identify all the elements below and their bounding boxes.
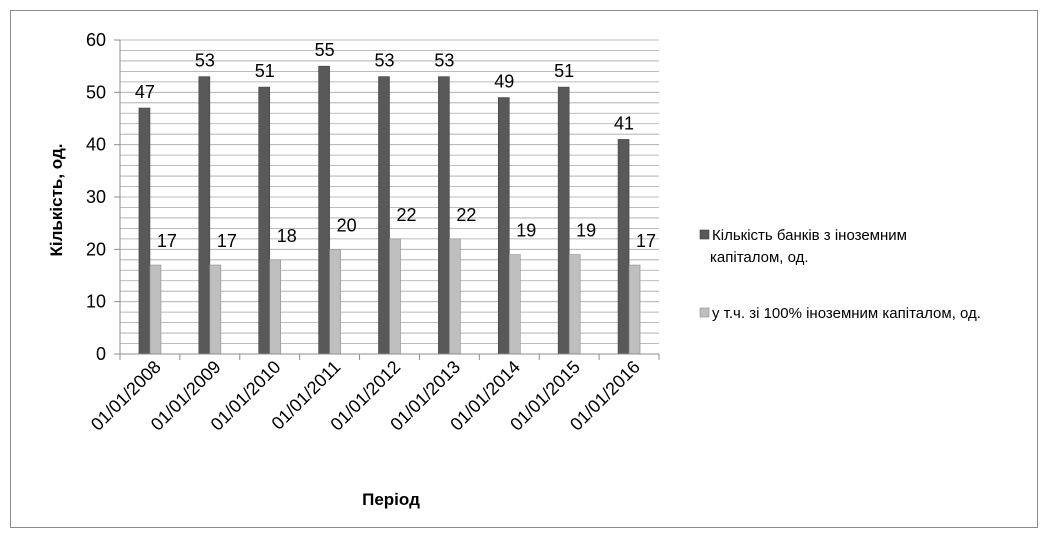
bar — [150, 265, 161, 354]
bar — [270, 260, 281, 354]
y-tick-labels: 0 10 20 30 40 50 60 — [86, 30, 106, 364]
data-label: 41 — [614, 113, 634, 133]
data-label: 49 — [494, 72, 514, 92]
bar — [438, 77, 449, 354]
data-label: 19 — [516, 221, 536, 241]
data-label: 19 — [576, 221, 596, 241]
bar — [449, 239, 460, 354]
legend-label: Кількість банків з іноземним капіталом, о… — [710, 227, 907, 266]
x-axis-title: Період — [362, 490, 420, 509]
bar — [569, 255, 580, 354]
legend-label: у т.ч. зі 100% іноземним капіталом, од. — [712, 305, 981, 322]
bar — [379, 77, 390, 354]
data-label: 22 — [396, 205, 416, 225]
data-label: 17 — [217, 231, 237, 251]
bar — [139, 108, 150, 354]
y-tick-label: 30 — [86, 187, 106, 207]
data-label: 53 — [374, 51, 394, 71]
bar — [509, 255, 520, 354]
y-tick-label: 60 — [86, 30, 106, 50]
bar — [390, 239, 401, 354]
data-label: 20 — [337, 215, 357, 235]
data-label: 51 — [255, 61, 275, 81]
data-label: 53 — [195, 51, 215, 71]
data-label: 18 — [277, 226, 297, 246]
y-tick-label: 10 — [86, 292, 106, 312]
bar — [259, 87, 270, 354]
y-tick-label: 20 — [86, 239, 106, 259]
bar — [330, 249, 341, 354]
legend-swatch — [700, 230, 709, 239]
bar — [629, 265, 640, 354]
bar — [498, 98, 509, 354]
data-label: 51 — [554, 61, 574, 81]
bar — [199, 77, 210, 354]
legend-item: Кількість банків з іноземним капіталом, о… — [700, 227, 907, 266]
legend-swatch — [700, 308, 709, 317]
bar — [210, 265, 221, 354]
legend: Кількість банків з іноземним капіталом, о… — [700, 227, 981, 322]
data-label: 17 — [157, 231, 177, 251]
data-label: 17 — [636, 231, 656, 251]
bar — [319, 66, 330, 354]
data-label: 22 — [456, 205, 476, 225]
data-label: 53 — [434, 51, 454, 71]
legend-item: у т.ч. зі 100% іноземним капіталом, од. — [700, 305, 981, 322]
y-tick-label: 40 — [86, 135, 106, 155]
data-label: 55 — [315, 40, 335, 60]
y-axis-title: Кількість, од. — [47, 144, 66, 257]
bar — [618, 139, 629, 354]
data-label: 47 — [135, 82, 155, 102]
y-tick-label: 0 — [96, 344, 106, 364]
x-tick-labels: 01/01/200801/01/200901/01/201001/01/2011… — [87, 357, 644, 435]
bar — [558, 87, 569, 354]
bars — [139, 66, 640, 354]
y-tick-label: 50 — [86, 82, 106, 102]
